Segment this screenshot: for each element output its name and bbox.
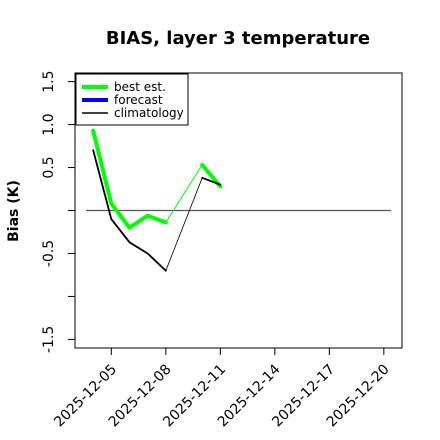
y-tick-label: 1.0 [41, 113, 57, 135]
series-1-segment-2 [201, 176, 222, 186]
y-axis: -1.5 -0.5 0.5 1.0 1.5 [41, 70, 75, 353]
chart-title: BIAS, layer 3 temperature [106, 28, 370, 49]
x-axis: 2025-12-052025-12-082025-12-112025-12-14… [51, 348, 393, 430]
series-0-segment-1 [165, 164, 203, 223]
series-0-segment-0 [91, 128, 168, 230]
y-tick-label: -1.5 [41, 326, 57, 353]
y-tick-label: 1.5 [41, 70, 57, 92]
y-tick-label: -0.5 [41, 240, 57, 267]
y-tick-label: 0.5 [41, 156, 57, 178]
y-axis-label: Bias (K) [6, 180, 22, 242]
legend-label-1: forecast [114, 93, 163, 107]
legend-label-2: climatology [114, 106, 184, 120]
series-1-segment-0 [92, 149, 167, 272]
legend-label-0: best est. [114, 80, 166, 94]
series-layer [91, 128, 223, 272]
series-1-segment-1 [165, 177, 203, 272]
